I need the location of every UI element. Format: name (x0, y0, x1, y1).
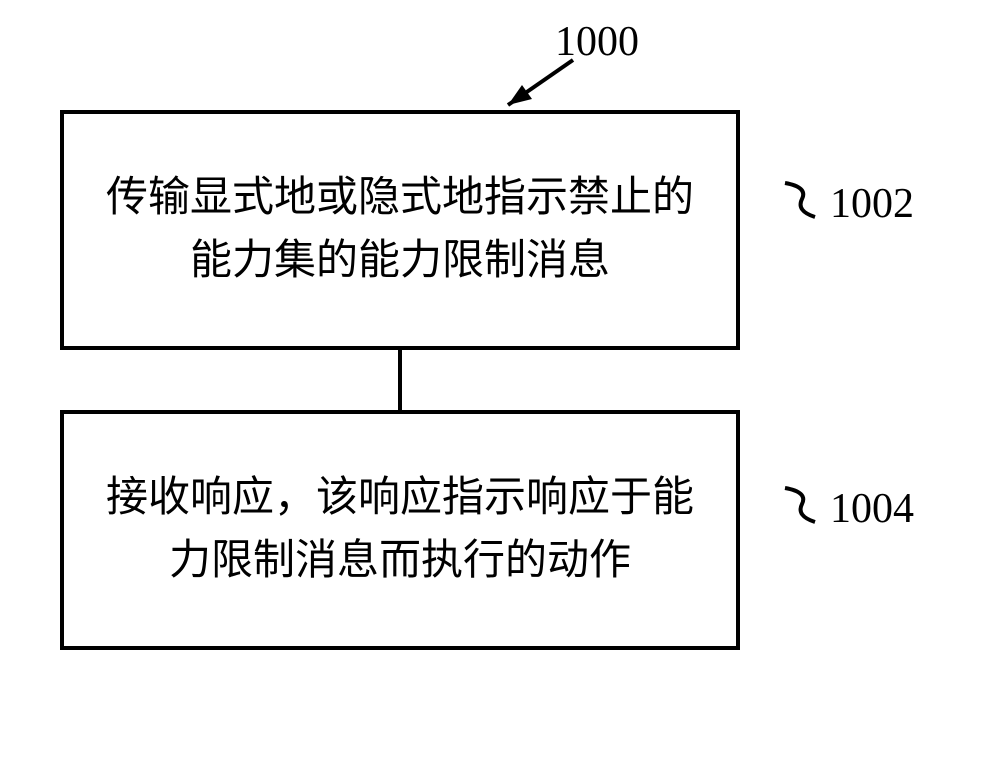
reference-label-1002: 1002 (830, 180, 914, 228)
flowchart-node-1004: 接收响应，该响应指示响应于能力限制消息而执行的动作 (60, 410, 740, 650)
node-1002-text: 传输显式地或隐式地指示禁止的能力集的能力限制消息 (104, 167, 696, 293)
flowchart-node-1002: 传输显式地或隐式地指示禁止的能力集的能力限制消息 (60, 110, 740, 350)
curve-mark-1002-icon (780, 175, 820, 223)
reference-label-1004: 1004 (830, 485, 914, 533)
arrow-1000-icon (488, 55, 588, 115)
flowchart-container: 传输显式地或隐式地指示禁止的能力集的能力限制消息 接收响应，该响应指示响应于能力… (60, 110, 740, 650)
curve-mark-1004-icon (780, 480, 820, 528)
node-1004-text: 接收响应，该响应指示响应于能力限制消息而执行的动作 (104, 467, 696, 593)
flowchart-connector (398, 350, 402, 410)
